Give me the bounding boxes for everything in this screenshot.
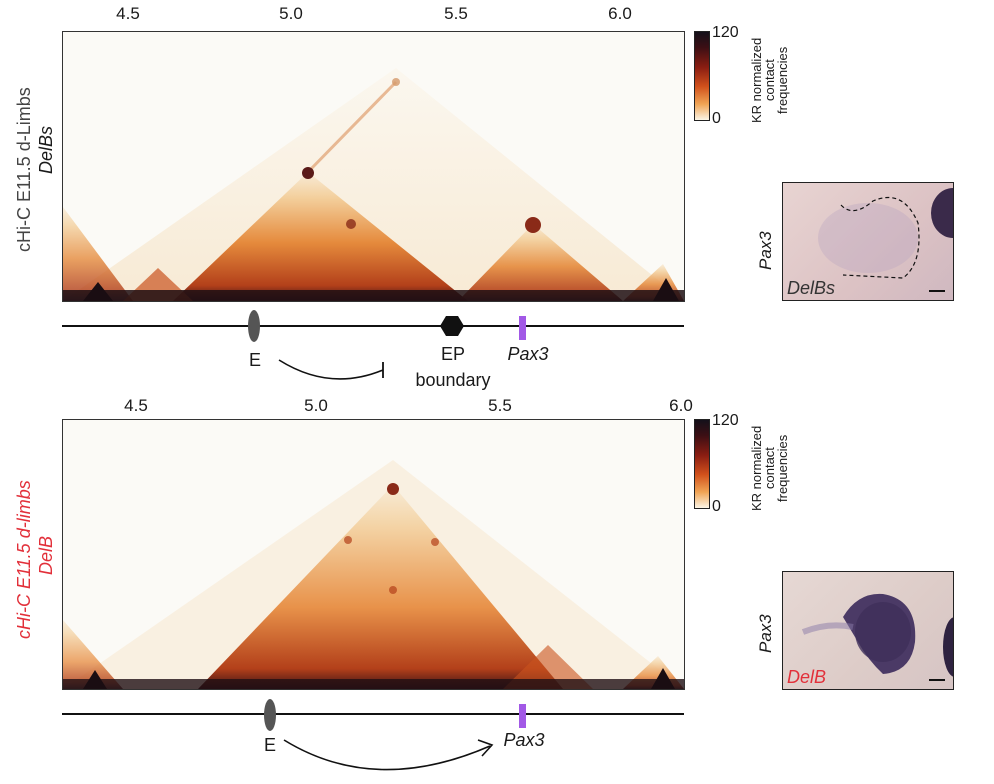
top-colorbar [694, 31, 710, 121]
bottom-photo-caption: DelB [787, 667, 827, 687]
bottom-hic-heatmap [63, 460, 684, 689]
bottom-enhancer-icon [264, 699, 276, 731]
top-photo-gene-label: Pax3 [756, 231, 775, 270]
top-y-label-line1: cHi-C E11.5 d-Limbs [14, 87, 34, 253]
bottom-hic-map [62, 419, 685, 690]
top-enhancer-label: E [248, 350, 262, 370]
bottom-colorbar-title: KR normalized contact frequencies [749, 418, 790, 518]
bottom-colorbar [694, 419, 710, 509]
top-boundary-caption: boundary [415, 370, 491, 390]
top-axis-tick: 6.0 [608, 4, 632, 23]
bottom-axis-tick: 5.5 [488, 396, 512, 415]
top-blocked-arrow [278, 359, 384, 380]
top-y-label-genotype: DelBs [36, 126, 56, 175]
bottom-y-label-genotype: DelB [36, 535, 56, 575]
bottom-embryo-image [801, 593, 953, 681]
top-hic-map [62, 31, 685, 302]
top-embryo-photo: DelBs [782, 182, 954, 301]
bottom-gene-marker [519, 704, 526, 728]
bottom-embryo-photo: DelB [782, 571, 954, 690]
bottom-axis-tick: 5.0 [304, 396, 328, 415]
bottom-colorbar-min: 0 [712, 498, 721, 515]
top-boundary-element-label: EP [440, 344, 466, 364]
bottom-photo-gene-label: Pax3 [756, 614, 775, 653]
bottom-colorbar-max: 120 [712, 412, 739, 429]
top-embryo-image [818, 188, 953, 292]
top-boundary-hexagon-icon [440, 316, 464, 336]
top-hic-heatmap [63, 68, 684, 301]
bottom-y-label: cHi-C E11.5 d-limbs [14, 480, 34, 640]
top-colorbar-max: 120 [712, 24, 739, 41]
colorbar-title-line: frequencies [775, 46, 790, 114]
top-genome-track [62, 325, 684, 327]
bottom-gene-label: Pax3 [503, 730, 545, 750]
colorbar-title-line: frequencies [775, 434, 790, 502]
top-gene-marker [519, 316, 526, 340]
top-axis-tick: 4.5 [116, 4, 140, 23]
top-colorbar-title: KR normalized contact frequencies [749, 30, 790, 130]
top-gene-label: Pax3 [507, 344, 549, 364]
bottom-axis-tick: 6.0 [669, 396, 693, 415]
top-colorbar-min: 0 [712, 110, 721, 127]
top-axis-tick: 5.0 [279, 4, 303, 23]
bottom-activation-arrow [283, 739, 494, 771]
top-enhancer-icon [248, 310, 260, 342]
bottom-genome-track [62, 713, 684, 715]
top-axis-tick: 5.5 [444, 4, 468, 23]
top-y-label: cHi-C E11.5 d-Limbs [14, 70, 35, 270]
bottom-enhancer-label: E [263, 735, 277, 755]
bottom-axis-tick: 4.5 [124, 396, 148, 415]
top-photo-caption: DelBs [787, 278, 836, 298]
